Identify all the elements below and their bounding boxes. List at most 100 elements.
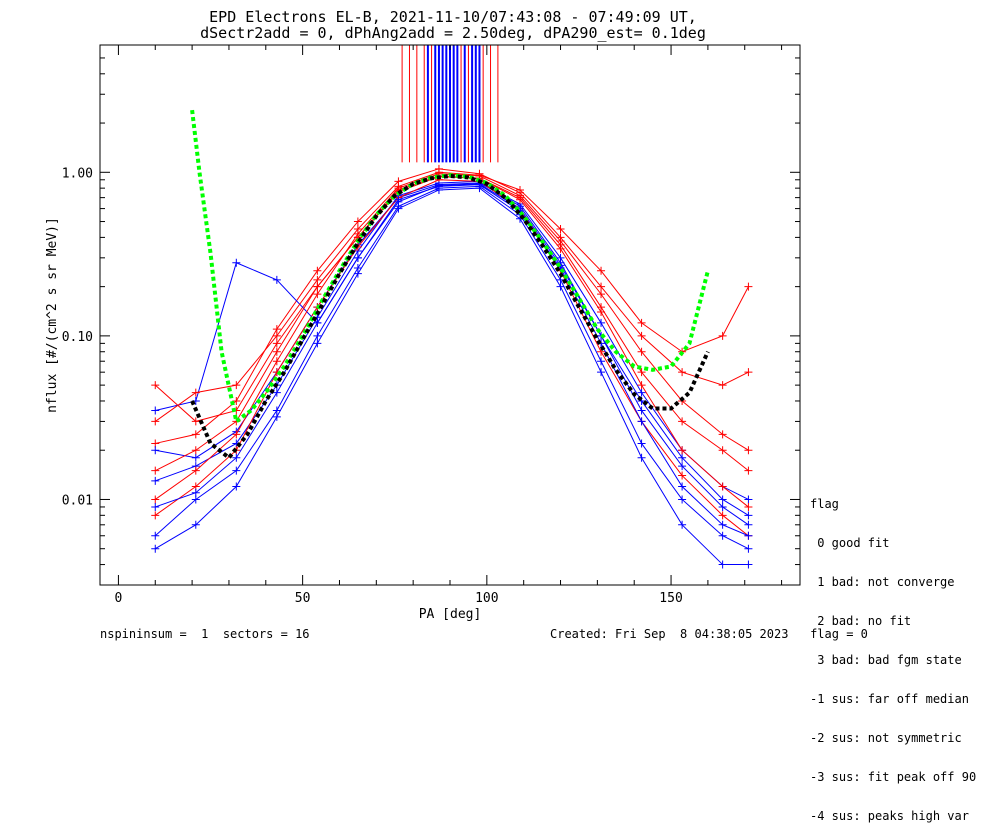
- series-point: [597, 357, 606, 366]
- series-point: [151, 466, 160, 475]
- footer-right: Created: Fri Sep 8 04:38:05 2023 flag = …: [550, 627, 868, 641]
- series-point: [637, 439, 646, 448]
- series-point: [191, 430, 200, 439]
- series-point: [191, 417, 200, 426]
- x-tick-label: 150: [659, 591, 682, 606]
- series-point: [744, 511, 753, 520]
- series-point: [272, 347, 281, 356]
- series-point: [718, 331, 727, 340]
- series-point: [637, 331, 646, 340]
- series-point: [678, 520, 687, 529]
- series-point: [191, 520, 200, 529]
- series-point: [744, 368, 753, 377]
- y-tick-label: 1.00: [62, 166, 93, 181]
- series-point: [556, 225, 565, 234]
- series-point: [353, 225, 362, 234]
- legend-title: flag: [810, 497, 839, 511]
- series-point: [718, 502, 727, 511]
- series-point: [597, 266, 606, 275]
- legend-item: -4 sus: peaks high var: [810, 809, 969, 823]
- series-point: [637, 347, 646, 356]
- series-point: [191, 446, 200, 455]
- series-point: [232, 482, 241, 491]
- series-point: [151, 406, 160, 415]
- series-point: [637, 453, 646, 462]
- series-line: [155, 182, 749, 500]
- series-line: [154, 179, 749, 537]
- series-point: [151, 439, 160, 448]
- series-point: [516, 185, 524, 194]
- series-point: [556, 282, 565, 291]
- series-point: [744, 502, 753, 511]
- series-point: [678, 446, 687, 455]
- series-point: [191, 453, 200, 462]
- series-point: [151, 495, 160, 504]
- series-point: [678, 462, 687, 471]
- series-point: [151, 476, 160, 485]
- y-tick-label: 0.01: [62, 493, 93, 508]
- series-point: [744, 282, 753, 291]
- series-line: [155, 183, 749, 516]
- series-line: [155, 187, 749, 566]
- series-point: [718, 511, 727, 520]
- legend-item: 2 bad: no fit: [810, 614, 912, 628]
- series-point: [191, 388, 200, 397]
- series-point: [475, 184, 484, 193]
- series-point: [744, 446, 753, 455]
- series-line: [155, 168, 749, 444]
- series-point: [232, 430, 241, 439]
- series-line: [155, 184, 749, 537]
- series-point: [272, 331, 281, 340]
- series-point: [313, 282, 322, 291]
- legend-item: -2 sus: not symmetric: [810, 731, 962, 745]
- series-line: [154, 185, 749, 550]
- series-point: [313, 339, 322, 348]
- series-point: [434, 185, 443, 194]
- series-point: [556, 244, 565, 253]
- series-point: [272, 325, 281, 334]
- fit-curve: [190, 173, 710, 461]
- flag-legend: flag 0 good fit 1 bad: not converge 2 ba…: [810, 472, 976, 836]
- series-point: [272, 275, 281, 284]
- series-point: [394, 197, 403, 206]
- series-point: [597, 282, 606, 291]
- series-point: [191, 495, 200, 504]
- series-point: [718, 381, 727, 390]
- series-point: [272, 339, 281, 348]
- series-point: [232, 453, 241, 462]
- series-point: [556, 253, 565, 262]
- series-point: [151, 544, 160, 553]
- series-point: [151, 417, 160, 426]
- series-point: [353, 217, 362, 226]
- legend-item: 3 bad: bad fgm state: [810, 653, 962, 667]
- chart-title: EPD Electrons EL-B, 2021-11-10/07:43:08 …: [209, 8, 697, 26]
- series-line: [154, 171, 749, 422]
- series-point: [744, 466, 753, 475]
- series-point: [718, 531, 727, 540]
- x-tick-label: 100: [475, 591, 498, 606]
- x-tick-label: 0: [115, 591, 123, 606]
- series-point: [678, 495, 687, 504]
- series-point: [718, 495, 727, 504]
- series-point: [272, 388, 281, 397]
- series-point: [678, 368, 687, 377]
- series-point: [637, 368, 646, 377]
- series-point: [151, 511, 160, 520]
- data-layer: [151, 45, 753, 569]
- series-point: [718, 482, 727, 491]
- series-point: [151, 502, 160, 511]
- series-point: [151, 381, 160, 390]
- series-point: [718, 560, 727, 569]
- series-point: [313, 290, 322, 299]
- series-point: [637, 417, 646, 426]
- chart-canvas: EPD Electrons EL-B, 2021-11-10/07:43:08 …: [45, 8, 801, 622]
- series-point: [597, 307, 606, 316]
- series-point: [151, 446, 160, 455]
- series-point: [718, 520, 727, 529]
- series-point: [516, 195, 524, 204]
- series-point: [151, 531, 160, 540]
- series-point: [313, 331, 322, 340]
- series-point: [313, 275, 322, 284]
- axis-layer: 0 50 100 150 0.01 0.10 1.00: [62, 44, 800, 606]
- series-point: [191, 466, 200, 475]
